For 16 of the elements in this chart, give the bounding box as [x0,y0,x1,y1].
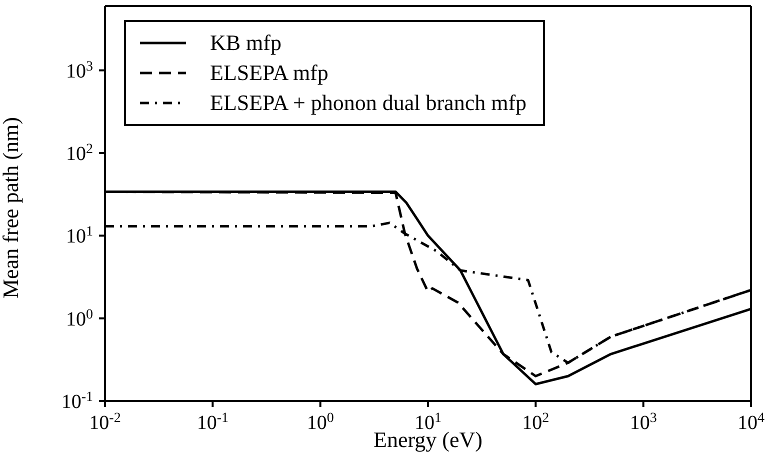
y-tick-label: 10$^{2}$ [66,141,93,165]
y-tick-label: 10$^{3}$ [66,58,93,82]
x-tick-label: 10$^{1}$ [414,410,442,434]
y-axis-title: Mean free path (nm) [0,117,23,298]
legend-label: ELSEPA + phonon dual branch mfp [210,90,527,116]
y-tick-label: 10$^{-1}$ [61,390,93,413]
x-tick-label: 10$^{3}$ [630,410,657,434]
y-tick-label: 10$^{1}$ [66,224,93,248]
x-tick-label: 10$^{-2}$ [89,410,121,434]
legend-label: ELSEPA mfp [210,60,328,86]
x-tick-label: 10$^{4}$ [738,410,764,434]
x-tick-label: 10$^{2}$ [522,410,550,434]
x-tick-label: 10$^{0}$ [306,410,334,434]
x-tick-label: 10$^{-1}$ [196,410,229,434]
y-tick-label: 10$^{0}$ [66,306,93,330]
legend-label: KB mfp [210,30,282,56]
